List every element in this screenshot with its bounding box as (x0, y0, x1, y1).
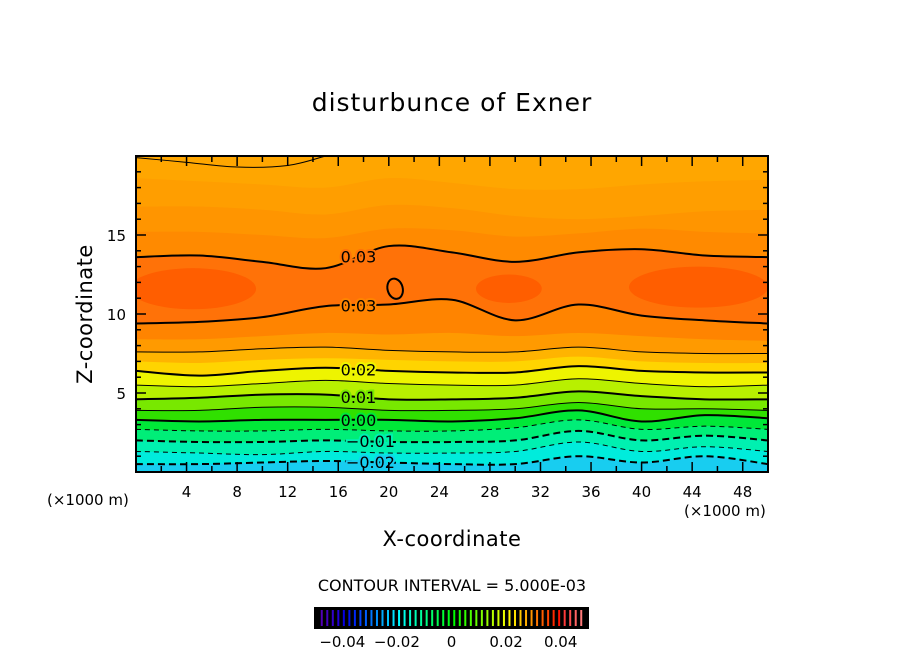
contour-line (136, 365, 768, 377)
chart-title: disturbunce of Exner (311, 88, 593, 117)
x-tick-label: 40 (632, 483, 651, 501)
colorbar-tick-label: −0.02 (374, 633, 420, 651)
contour-label: 0.03 (341, 248, 377, 267)
contour-label: 0.01 (341, 388, 377, 407)
colorbar-tick-label: 0.02 (489, 633, 522, 651)
contour-line (136, 298, 768, 325)
contour-line (136, 244, 768, 270)
x-tick-label: 48 (733, 483, 752, 501)
x-tick-label: 8 (232, 483, 242, 501)
contour-line (136, 390, 768, 401)
contour-line (136, 429, 768, 444)
x-tick-label: 20 (379, 483, 398, 501)
core-region (628, 266, 768, 308)
colorbar-tick-label: 0 (447, 633, 457, 651)
colorbar (315, 608, 588, 628)
closed-contour (386, 277, 404, 300)
y-tick-label: 15 (107, 227, 126, 245)
contour-line (136, 401, 768, 412)
contour-line (136, 409, 768, 423)
x-tick-label: 4 (182, 483, 192, 501)
core-region (476, 274, 542, 303)
y-tick-label: 5 (116, 385, 126, 403)
contour-line (136, 156, 326, 168)
contour-line (136, 455, 768, 466)
x-tick-label: 32 (531, 483, 550, 501)
x-axis-label: X-coordinate (382, 527, 522, 551)
colorbar-tick-label: −0.04 (319, 633, 365, 651)
x-tick-label: 24 (430, 483, 449, 501)
x-tick-label: 28 (480, 483, 499, 501)
x-tick-label: 44 (683, 483, 702, 501)
contour-label: 0.00 (341, 411, 377, 430)
contour-line (136, 419, 768, 432)
x-tick-label: 12 (278, 483, 297, 501)
contour-label: 0.02 (341, 360, 377, 379)
contour-label: −0.01 (346, 432, 395, 451)
x-tick-label: 36 (581, 483, 600, 501)
x-unit-label-left: (×1000 m) (47, 491, 129, 509)
colorbar-tick-label: 0.04 (544, 633, 577, 651)
x-unit-label-right: (×1000 m) (684, 502, 766, 520)
x-tick-label: 16 (329, 483, 348, 501)
colorbar-frame (314, 607, 589, 629)
plot-area: 0.03 0.03 0.02 0.01 0.00 −0.01 −0.02 (136, 156, 768, 472)
contour-interval-text: CONTOUR INTERVAL = 5.000E-03 (317, 576, 587, 595)
contour-line (136, 346, 768, 355)
core-region (136, 268, 257, 310)
y-tick-label: 10 (107, 306, 126, 324)
contour-label: −0.02 (346, 453, 395, 472)
contour-label: 0.03 (341, 296, 377, 315)
contour-line (136, 378, 768, 388)
contour-line (136, 441, 768, 456)
